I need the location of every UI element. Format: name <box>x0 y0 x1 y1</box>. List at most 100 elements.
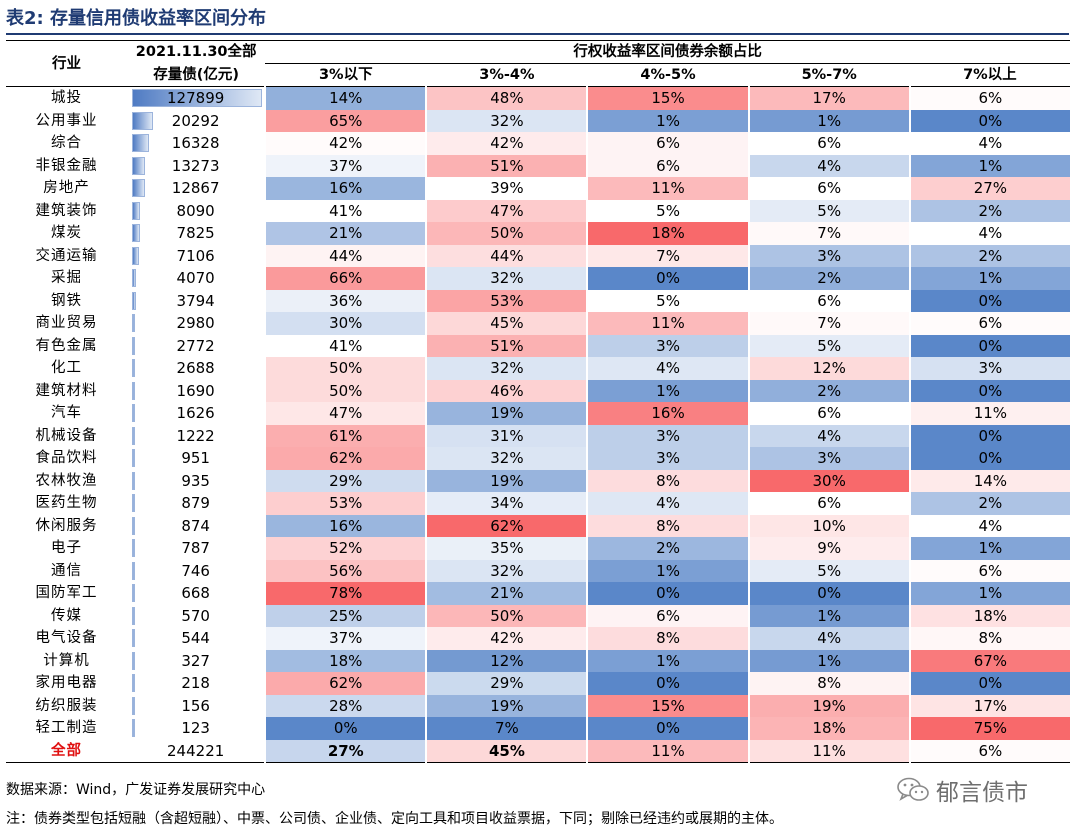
share-cell: 10% <box>747 514 910 537</box>
table-row: 农林牧渔 935 29% 19% 8% 30% 14% <box>6 469 1070 493</box>
yield-distribution-table: 行业 2021.11.30全部 行权收益率区间债券余额占比 存量债(亿元) 3%… <box>6 40 1070 763</box>
amount-cell: 879 <box>127 492 265 515</box>
share-cell: 16% <box>586 402 749 425</box>
share-cell: 11% <box>747 739 910 763</box>
amount-bar <box>132 89 263 107</box>
amount-cell: 3794 <box>127 290 265 313</box>
table-row: 交通运输 7106 44% 44% 7% 3% 2% <box>6 244 1070 267</box>
amount-value: 12867 <box>171 179 220 197</box>
share-cell: 6% <box>747 177 910 200</box>
share-cell: 29% <box>264 469 427 492</box>
header-bucket: 7%以上 <box>909 63 1070 87</box>
share-cell: 12% <box>425 649 588 672</box>
share-cell: 18% <box>586 222 749 245</box>
share-cell: 11% <box>908 402 1070 425</box>
amount-value: 787 <box>181 539 210 557</box>
table-row: 机械设备 1222 61% 31% 3% 4% 0% <box>6 424 1070 447</box>
amount-bar <box>132 314 136 332</box>
share-cell: 1% <box>747 109 910 132</box>
industry-cell: 建筑装饰 <box>35 202 98 219</box>
amount-value: 570 <box>181 606 210 625</box>
amount-value: 7825 <box>176 224 215 242</box>
share-cell: 0% <box>747 582 910 605</box>
industry-cell: 采掘 <box>51 270 83 286</box>
share-cell: 6% <box>747 132 910 155</box>
share-cell: 47% <box>425 199 588 222</box>
share-cell: 27% <box>264 739 427 763</box>
amount-cell: 156 <box>127 695 265 718</box>
amount-bar <box>132 156 146 175</box>
share-cell: 50% <box>425 604 588 627</box>
amount-cell: 16328 <box>127 132 265 155</box>
amount-cell: 8090 <box>127 200 265 223</box>
amount-bar <box>132 651 136 670</box>
share-cell: 4% <box>747 627 910 650</box>
table-row: 建筑装饰 8090 41% 47% 5% 5% 2% <box>6 199 1070 223</box>
share-cell: 50% <box>264 379 427 402</box>
share-cell: 8% <box>908 627 1070 650</box>
share-cell: 5% <box>747 559 910 582</box>
amount-cell: 123 <box>127 717 265 740</box>
industry-cell: 建筑材料 <box>35 382 98 399</box>
watermark-text: 郁言债市 <box>936 780 1028 806</box>
amount-cell: 570 <box>127 605 265 628</box>
share-cell: 12% <box>747 357 910 380</box>
share-cell: 50% <box>425 222 588 245</box>
share-cell: 16% <box>264 177 427 200</box>
share-cell: 11% <box>586 177 749 200</box>
amount-bar <box>132 111 154 130</box>
share-cell: 0% <box>908 424 1070 447</box>
share-cell: 31% <box>425 424 588 447</box>
amount-bar <box>132 674 136 692</box>
share-cell: 16% <box>264 514 427 537</box>
share-cell: 18% <box>747 717 910 740</box>
share-cell: 42% <box>425 132 588 155</box>
share-cell: 6% <box>747 402 910 425</box>
share-cell: 30% <box>747 469 910 492</box>
share-cell: 1% <box>908 154 1070 177</box>
share-cell: 45% <box>425 739 588 763</box>
amount-cell: 2688 <box>127 357 265 380</box>
share-cell: 1% <box>908 267 1070 290</box>
amount-value: 4070 <box>176 269 215 287</box>
table-row: 有色金属 2772 41% 51% 3% 5% 0% <box>6 334 1070 357</box>
share-cell: 37% <box>264 154 427 177</box>
table-row: 钢铁 3794 36% 53% 5% 6% 0% <box>6 289 1070 313</box>
amount-value: 13273 <box>171 156 220 175</box>
share-cell: 8% <box>586 469 749 492</box>
amount-bar <box>132 561 136 580</box>
table-row: 城投 127899 14% 48% 15% 17% 6% <box>6 86 1070 110</box>
share-cell: 28% <box>264 694 427 717</box>
table-row: 采掘 4070 66% 32% 0% 2% 1% <box>6 267 1070 290</box>
amount-cell: 668 <box>127 582 265 605</box>
share-cell: 2% <box>586 537 749 560</box>
industry-cell: 非银金融 <box>35 157 98 174</box>
industry-cell: 传媒 <box>51 607 83 624</box>
share-cell: 6% <box>586 154 749 177</box>
amount-cell: 874 <box>127 515 265 538</box>
table-row: 商业贸易 2980 30% 45% 11% 7% 6% <box>6 312 1070 335</box>
share-cell: 7% <box>425 717 588 740</box>
share-cell: 3% <box>586 424 749 447</box>
share-cell: 9% <box>747 537 910 560</box>
share-cell: 4% <box>586 357 749 380</box>
share-cell: 42% <box>425 627 588 650</box>
share-cell: 2% <box>908 492 1070 515</box>
industry-cell: 纺织服装 <box>35 697 98 714</box>
share-cell: 5% <box>586 199 749 222</box>
amount-bar <box>132 134 150 152</box>
share-cell: 0% <box>586 717 749 740</box>
industry-cell: 食品饮料 <box>35 450 98 466</box>
amount-cell: 935 <box>127 470 265 493</box>
amount-value: 127899 <box>167 89 225 107</box>
table-row: 电子 787 52% 35% 2% 9% 1% <box>6 537 1070 560</box>
share-cell: 0% <box>908 289 1070 312</box>
table-row: 房地产 12867 16% 39% 11% 6% 27% <box>6 177 1070 200</box>
share-cell: 4% <box>908 132 1070 155</box>
amount-value: 951 <box>181 449 210 467</box>
table-body: 城投 127899 14% 48% 15% 17% 6% 公用事业 20292 65% 32% 1% 1… <box>6 86 1070 763</box>
table-row: 休闲服务 874 16% 62% 8% 10% 4% <box>6 514 1070 538</box>
header-group: 行权收益率区间债券余额占比 <box>265 40 1070 64</box>
wechat-icon <box>897 777 929 801</box>
amount-cell: 127899 <box>127 87 265 110</box>
